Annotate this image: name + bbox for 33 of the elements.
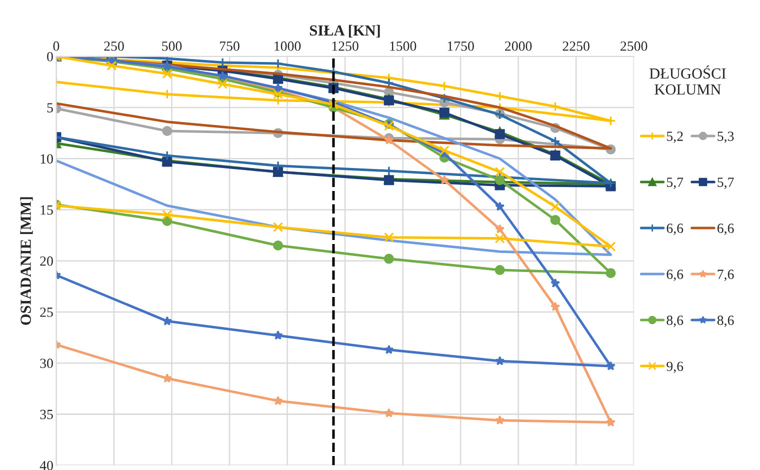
x-tick-label: 1000 <box>274 41 301 51</box>
y-tick-label: 10 <box>40 154 53 164</box>
x-tick-label: 2000 <box>505 41 532 51</box>
y-tick-label: 40 <box>40 460 53 470</box>
legend-label: 6,6 <box>666 270 684 282</box>
legend-label: 5,7 <box>718 178 734 189</box>
x-tick-label: 2250 <box>562 41 590 51</box>
y-tick-label: 25 <box>40 308 53 317</box>
x-tick-label: 500 <box>162 41 182 51</box>
legend-label: 8,6 <box>666 316 684 328</box>
legend-label: 6,6 <box>717 224 734 235</box>
x-tick-label: 1750 <box>448 41 474 51</box>
y-axis-title: OSIADANIE [MM] <box>20 197 33 325</box>
legend-label: 6,6 <box>666 224 684 235</box>
legend-label: 8,6 <box>717 316 734 328</box>
y-tick-label: 20 <box>40 256 53 266</box>
x-tick-label: 250 <box>104 41 124 51</box>
legend-label: 5,2 <box>666 132 683 143</box>
legend-label: 7,6 <box>718 270 734 282</box>
y-tick-label: 15 <box>40 205 53 215</box>
x-axis-title: SIŁA [KN] <box>310 24 380 38</box>
x-tick-label: 1250 <box>332 41 358 51</box>
x-tick-label: 750 <box>220 41 240 51</box>
legend-label: 5,7 <box>666 178 684 189</box>
x-tick-label: 2500 <box>620 41 648 51</box>
legend-label: 9,6 <box>666 362 684 374</box>
y-tick-label: 0 <box>47 52 53 62</box>
y-tick-label: 30 <box>40 358 53 368</box>
y-tick-label: 35 <box>40 410 53 420</box>
y-tick-label: 5 <box>47 103 53 112</box>
x-tick-label: 1500 <box>390 41 416 51</box>
legend-label: 5,3 <box>718 132 734 143</box>
legend-title: DŁUGOŚCI KOLUMN <box>650 65 726 95</box>
